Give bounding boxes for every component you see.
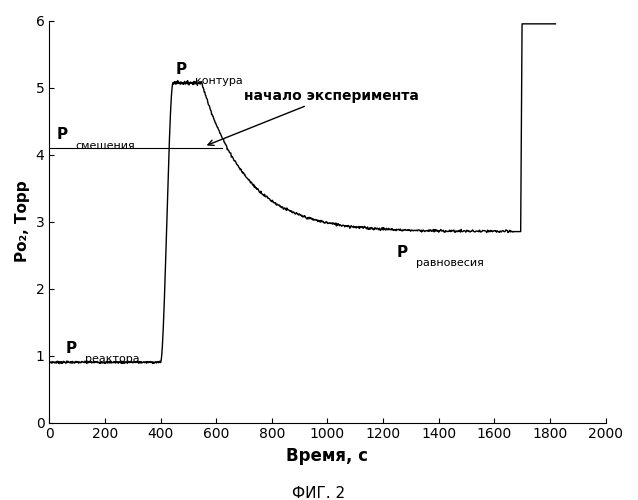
Text: P: P bbox=[56, 128, 68, 142]
Text: начало эксперимента: начало эксперимента bbox=[208, 88, 419, 146]
Y-axis label: Ро₂, Торр: Ро₂, Торр bbox=[15, 180, 30, 262]
X-axis label: Время, с: Время, с bbox=[286, 447, 368, 465]
Text: контура: контура bbox=[195, 76, 243, 86]
Text: P: P bbox=[397, 244, 408, 260]
Text: ФИГ. 2: ФИГ. 2 bbox=[292, 486, 346, 500]
Text: смешения: смешения bbox=[76, 141, 135, 151]
Text: реактора: реактора bbox=[85, 354, 140, 364]
Text: P: P bbox=[176, 62, 187, 78]
Text: равновесия: равновесия bbox=[417, 258, 484, 268]
Text: P: P bbox=[66, 340, 77, 355]
